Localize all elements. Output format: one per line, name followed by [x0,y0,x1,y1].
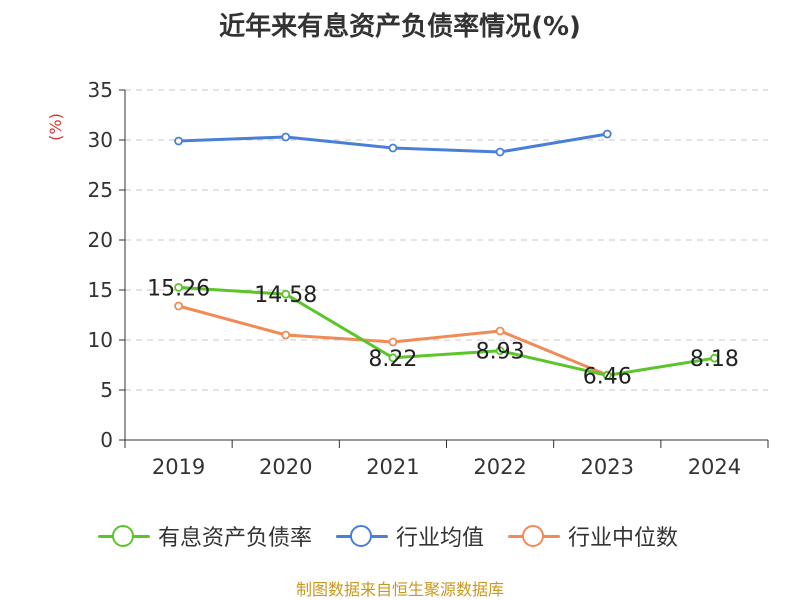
x-tick-label: 2019 [152,455,205,479]
legend-marker-icon [508,522,561,550]
y-tick-label: 20 [88,228,113,252]
y-tick-label: 5 [100,378,113,402]
data-point [174,282,183,292]
x-tick-label: 2022 [473,455,526,479]
data-point [602,129,612,139]
series-line-1 [178,285,715,377]
data-label: 6.46 [583,364,632,389]
data-point [710,353,719,363]
y-tick-label: 25 [88,178,113,202]
data-label: 14.58 [254,283,317,308]
legend-marker-icon [336,522,389,550]
page-title: 近年来有息资产负债率情况(%) [219,12,581,42]
legend-label: 有息资产负债率 [158,526,313,551]
data-label: 8.18 [690,347,739,372]
legend-item-series-2[interactable]: 行业均值 [336,520,484,552]
data-label: 15.26 [147,276,210,301]
data-point [174,301,183,311]
legend-marker-icon [98,522,150,550]
data-point [281,330,291,340]
x-tick-label: 2021 [366,455,419,479]
data-point [281,289,291,299]
data-point [495,326,505,336]
y-tick-label: 35 [88,78,113,102]
data-point [388,337,398,347]
x-tick-label: 2023 [581,455,634,479]
y-tick-label: 0 [100,428,113,452]
legend-label: 行业均值 [396,526,485,551]
legend-item-series-1[interactable]: 有息资产负债率 [98,520,312,552]
data-point [174,136,183,146]
y-tick-label: 15 [88,278,113,302]
data-label: 8.22 [368,347,417,372]
y-tick-label: 10 [88,328,113,352]
legend-label: 行业中位数 [568,526,679,551]
data-point [388,143,398,153]
data-point [281,132,291,142]
data-point [602,370,612,380]
data-point [495,346,505,356]
data-point [495,147,505,157]
source-note: 制图数据来自恒生聚源数据库 [295,580,504,599]
legend-item-series-3[interactable]: 行业中位数 [508,520,678,552]
legend: 有息资产负债率 行业均值 行业中位数 [98,520,678,552]
x-tick-label: 2024 [688,455,741,479]
y-tick-label: 30 [88,128,113,152]
x-tick-label: 2020 [259,455,312,479]
data-label: 8.93 [476,340,525,365]
data-point [388,353,398,363]
